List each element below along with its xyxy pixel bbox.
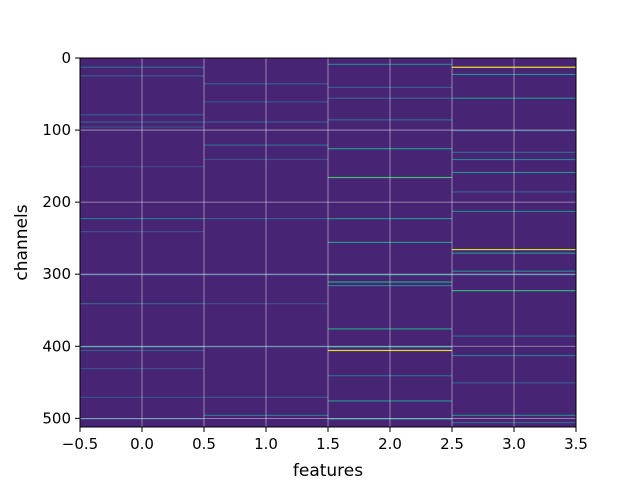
x-tick-label: 2.5 — [440, 435, 464, 453]
y-tick-label: 200 — [42, 193, 71, 211]
y-tick-label: 0 — [61, 49, 71, 67]
x-tick-label: 1.0 — [254, 435, 278, 453]
y-axis-ticks: 0 100 200 300 400 500 — [42, 49, 80, 427]
x-tick-label: −0.5 — [62, 435, 98, 453]
x-tick-label: 3.0 — [502, 435, 526, 453]
y-tick-label: 500 — [42, 409, 71, 427]
x-tick-label: 0.5 — [192, 435, 216, 453]
x-tick-label: 1.5 — [316, 435, 340, 453]
y-tick-label: 100 — [42, 121, 71, 139]
y-tick-label: 400 — [42, 337, 71, 355]
x-axis-ticks: −0.5 0.0 0.5 1.0 1.5 2.0 2.5 3.0 3.5 — [62, 427, 588, 453]
x-tick-label: 2.0 — [378, 435, 402, 453]
x-axis-label: features — [293, 461, 363, 480]
x-tick-label: 3.5 — [564, 435, 588, 453]
y-axis-label: channels — [12, 204, 32, 280]
y-tick-label: 300 — [42, 265, 71, 283]
x-tick-label: 0.0 — [130, 435, 154, 453]
